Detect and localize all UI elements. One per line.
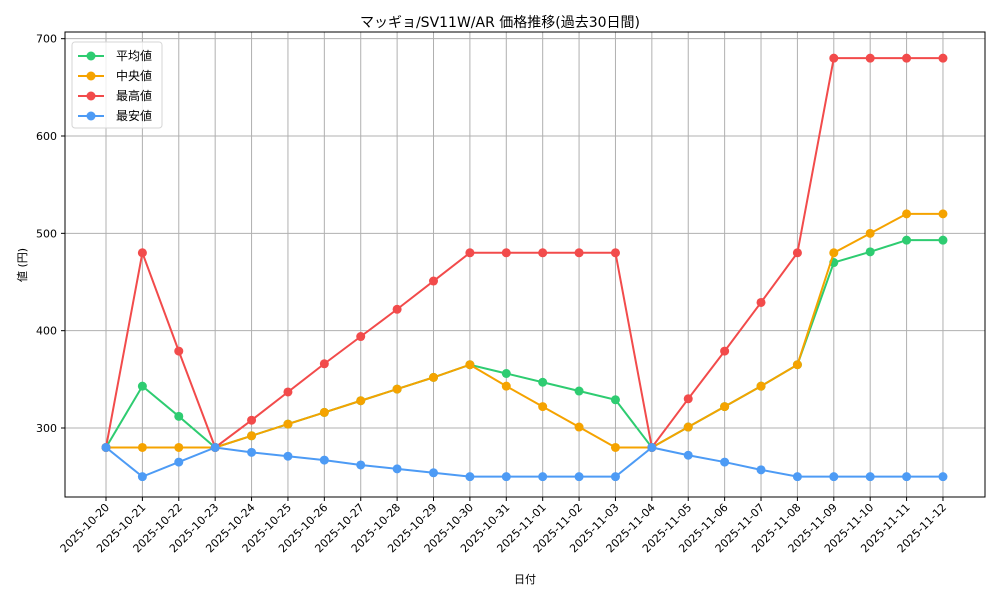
data-point <box>720 346 730 356</box>
x-axis-ticks: 2025-10-202025-10-212025-10-222025-10-23… <box>58 497 949 555</box>
data-point <box>137 248 147 258</box>
data-point <box>247 431 257 441</box>
data-point <box>938 235 948 245</box>
data-point <box>174 442 184 452</box>
data-point <box>210 442 220 452</box>
data-point <box>319 455 329 465</box>
data-point <box>319 359 329 369</box>
data-point <box>574 248 584 258</box>
data-point <box>574 386 584 396</box>
data-point <box>137 381 147 391</box>
data-point <box>756 465 766 475</box>
chart-title: マッギョ/SV11W/AR 価格推移(過去30日間) <box>360 15 640 31</box>
data-point <box>356 332 366 342</box>
y-axis-ticks: 300 400 500 600 700 <box>36 33 65 435</box>
data-point <box>865 472 875 482</box>
data-point <box>938 53 948 63</box>
data-point <box>501 472 511 482</box>
data-point <box>538 377 548 387</box>
y-tick-label: 400 <box>36 325 57 338</box>
data-point <box>392 304 402 314</box>
data-point <box>247 415 257 425</box>
series-line <box>105 446 943 478</box>
data-point <box>829 248 839 258</box>
data-point <box>902 53 912 63</box>
data-point <box>610 395 620 405</box>
data-point <box>792 360 802 370</box>
data-point <box>283 419 293 429</box>
data-point <box>610 248 620 258</box>
data-point <box>538 472 548 482</box>
data-point <box>792 472 802 482</box>
data-point <box>829 472 839 482</box>
data-point <box>720 402 730 412</box>
data-point <box>683 450 693 460</box>
legend-entry: 中央値 <box>116 68 152 83</box>
data-point <box>865 228 875 238</box>
data-point <box>865 53 875 63</box>
data-point <box>247 447 257 457</box>
data-point <box>283 451 293 461</box>
data-point <box>574 422 584 432</box>
data-point <box>429 276 439 286</box>
y-tick-label: 600 <box>36 130 57 143</box>
data-point <box>538 248 548 258</box>
legend-entry: 平均値 <box>116 48 152 63</box>
data-point <box>720 457 730 467</box>
data-point <box>356 460 366 470</box>
data-point <box>392 464 402 474</box>
data-point <box>902 472 912 482</box>
grid-lines <box>65 32 985 497</box>
data-point <box>392 384 402 394</box>
data-point <box>902 209 912 219</box>
data-point <box>865 247 875 257</box>
data-point <box>938 472 948 482</box>
plot-frame <box>64 31 986 498</box>
data-point <box>174 346 184 356</box>
series-line <box>105 57 943 450</box>
data-point <box>283 387 293 397</box>
data-point <box>756 297 766 307</box>
data-point <box>756 381 766 391</box>
data-point <box>465 360 475 370</box>
data-point <box>574 472 584 482</box>
data-point <box>683 422 693 432</box>
x-axis-label: 日付 <box>514 573 536 586</box>
y-tick-label: 700 <box>36 33 57 46</box>
data-point <box>501 368 511 378</box>
data-point <box>174 457 184 467</box>
data-point <box>792 248 802 258</box>
data-point <box>938 209 948 219</box>
data-point <box>101 442 111 452</box>
y-tick-label: 300 <box>36 422 57 435</box>
y-tick-label: 500 <box>36 227 57 240</box>
data-point <box>174 411 184 421</box>
y-axis-label: 値 (円) <box>16 248 29 282</box>
data-point <box>465 472 475 482</box>
data-point <box>538 402 548 412</box>
data-point <box>319 407 329 417</box>
data-point <box>137 442 147 452</box>
data-point <box>137 472 147 482</box>
data-point <box>429 372 439 382</box>
data-point <box>829 53 839 63</box>
data-point <box>610 472 620 482</box>
series-line <box>106 212 943 449</box>
data-point <box>429 468 439 478</box>
data-point <box>610 442 620 452</box>
legend-entry: 最安値 <box>116 108 152 123</box>
series-lines <box>101 53 948 482</box>
legend-entry: 最高値 <box>116 88 152 103</box>
data-point <box>902 235 912 245</box>
data-point <box>683 394 693 404</box>
data-point <box>465 248 475 258</box>
series-line <box>105 239 943 449</box>
data-point <box>501 248 511 258</box>
data-point <box>501 381 511 391</box>
data-point <box>356 396 366 406</box>
data-point <box>647 442 657 452</box>
